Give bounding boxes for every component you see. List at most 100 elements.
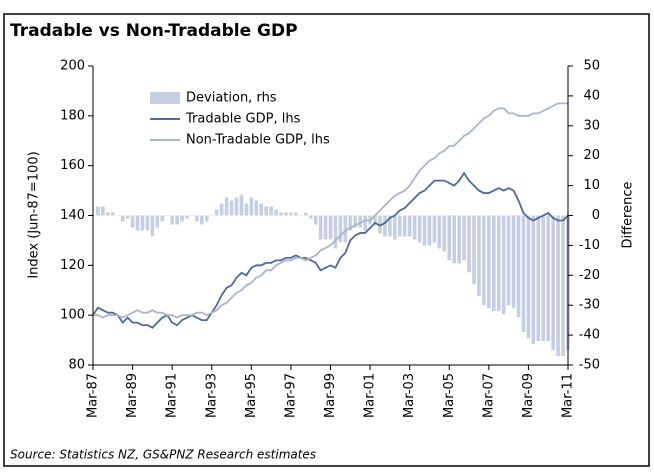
y-tick-label: 140	[60, 208, 85, 223]
y2-tick-label: 0	[592, 208, 600, 223]
bar	[556, 215, 560, 357]
bar	[244, 203, 249, 216]
bar	[551, 215, 555, 351]
bar	[482, 215, 486, 306]
bar	[150, 215, 155, 237]
bar	[214, 209, 219, 216]
bar	[491, 215, 496, 312]
x-tick-label: Mar-87	[86, 373, 101, 418]
bar	[422, 215, 427, 246]
bar	[536, 215, 541, 342]
bar	[259, 203, 264, 216]
bar	[279, 212, 283, 216]
y2-tick-label: 40	[583, 88, 600, 103]
x-tick-label: Mar-99	[323, 373, 338, 418]
bar	[165, 215, 170, 217]
x-tick-label: Mar-07	[481, 373, 496, 418]
x-tick-label: Mar-95	[244, 373, 259, 418]
y2-tick-label: 10	[583, 178, 600, 193]
bar	[303, 212, 308, 216]
source: Source: Statistics NZ, GS&PNZ Research e…	[10, 448, 316, 462]
bar	[264, 206, 268, 216]
y2-tick-label: -50	[579, 358, 600, 373]
y-tick-label: 160	[60, 158, 85, 173]
y-axis-label: Index (Jun-87=100)	[27, 151, 42, 278]
x-tick-label: Mar-91	[165, 373, 180, 418]
bar	[96, 206, 100, 216]
bar	[274, 209, 278, 216]
bar	[546, 215, 551, 342]
x-tick-label: Mar-97	[283, 373, 298, 418]
bar	[501, 215, 506, 315]
bar	[521, 215, 526, 333]
line	[92, 171, 569, 329]
bar	[106, 212, 110, 216]
bar	[205, 215, 209, 222]
bar	[432, 215, 437, 243]
bar	[323, 215, 328, 240]
bar	[526, 215, 531, 339]
bar	[200, 215, 204, 225]
bar	[209, 215, 214, 217]
bar	[407, 215, 412, 237]
bar	[289, 212, 293, 216]
bar	[115, 215, 120, 217]
bar	[185, 215, 189, 219]
bar	[328, 215, 333, 240]
bar	[457, 215, 461, 264]
bar	[393, 215, 397, 240]
y2-tick-label: 30	[583, 118, 600, 133]
y-tick-label: 180	[60, 108, 85, 123]
bar	[412, 215, 417, 240]
y-tick-label: 200	[60, 59, 85, 74]
y-tick-label: 120	[60, 258, 85, 273]
bar	[284, 212, 288, 216]
x-tick-label: Mar-01	[363, 373, 378, 418]
bar	[437, 215, 442, 249]
bar	[462, 215, 466, 261]
x-tick-label: Mar-09	[521, 373, 536, 418]
y2-tick-label: 20	[583, 148, 600, 163]
legend-label: Non-Tradable GDP, lhs	[186, 133, 330, 148]
y2-tick-label: -30	[579, 298, 600, 313]
bar	[373, 215, 377, 225]
y2-tick-label: -40	[579, 328, 600, 343]
x-tick-label: Mar-11	[561, 373, 576, 418]
bar	[180, 215, 184, 222]
bar	[219, 203, 224, 216]
bar	[170, 215, 174, 225]
bar	[269, 206, 273, 216]
bar	[229, 200, 234, 216]
bar	[224, 197, 229, 216]
bar	[427, 215, 432, 246]
bar	[145, 215, 150, 231]
bar	[402, 215, 407, 237]
chart-title: Tradable vs Non-Tradable GDP	[10, 21, 298, 41]
bar	[353, 215, 358, 228]
bar	[120, 215, 125, 222]
x-tick-label: Mar-89	[125, 373, 140, 418]
bar	[496, 215, 501, 312]
bar	[358, 215, 362, 228]
bar	[447, 215, 452, 261]
bar	[190, 215, 194, 217]
bar	[234, 197, 239, 216]
y2-axis-label: Difference	[621, 181, 636, 248]
bar	[195, 215, 199, 222]
bar	[487, 215, 491, 309]
legend-swatch	[150, 92, 180, 104]
bar	[249, 197, 254, 216]
bar	[318, 215, 323, 240]
bar	[516, 215, 521, 318]
bar	[254, 200, 259, 216]
y2-tick-label: -10	[579, 238, 600, 253]
bar	[140, 215, 145, 231]
y2-tick-label: -20	[579, 268, 600, 283]
bar	[239, 194, 244, 216]
bar	[294, 212, 298, 216]
bar	[467, 215, 471, 273]
bar	[348, 215, 353, 231]
bar	[531, 215, 536, 345]
